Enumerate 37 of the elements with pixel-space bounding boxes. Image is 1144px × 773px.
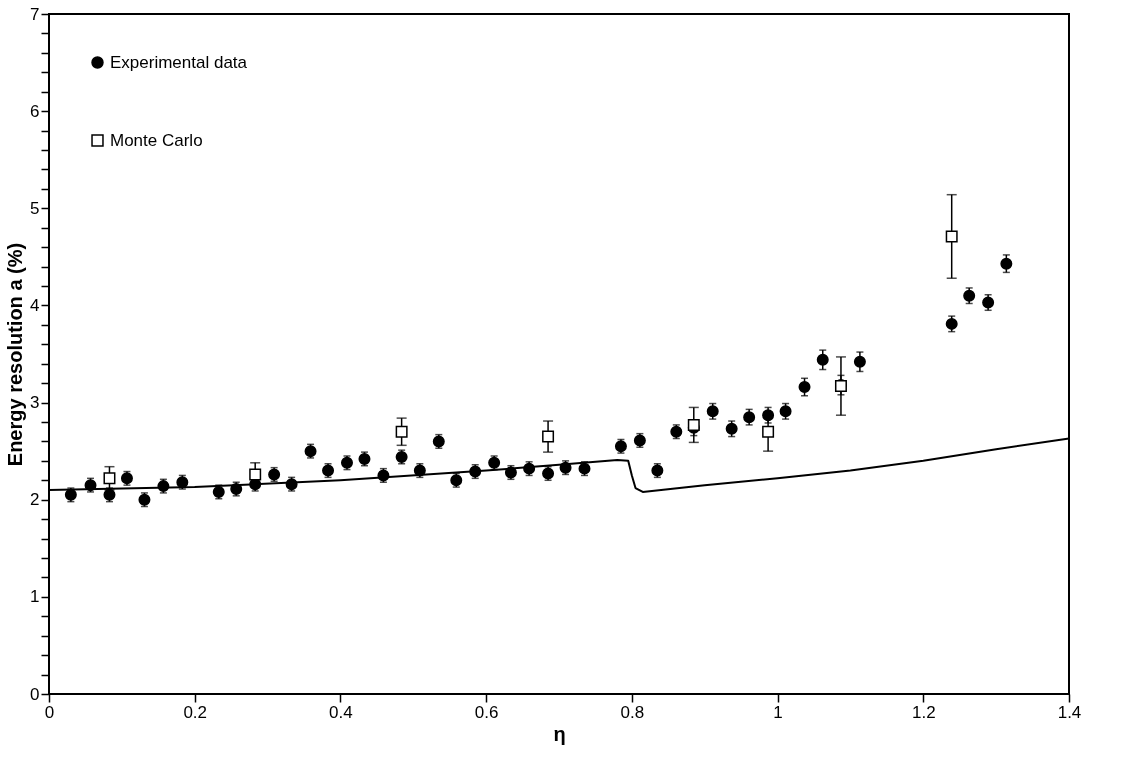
point (103, 472, 116, 485)
point (395, 425, 408, 438)
point (762, 425, 775, 438)
x-axis-title: η (553, 722, 566, 745)
y-tick-label: 2 (30, 490, 40, 510)
x-tick-label: 0.2 (183, 702, 208, 722)
y-tick-label: 0 (30, 684, 40, 704)
x-tick-label: 0.4 (329, 702, 353, 722)
x-tick-label: 0.8 (620, 702, 645, 722)
point (945, 230, 958, 243)
point (725, 422, 738, 435)
point (779, 405, 792, 418)
x-tick-label: 0 (44, 702, 55, 722)
x-tick-label: 1 (773, 702, 783, 722)
point (945, 317, 958, 330)
y-tick-label: 4 (30, 295, 40, 315)
legend-label: Experimental data (110, 52, 248, 72)
y-tick-label: 7 (30, 4, 40, 24)
x-tick-label: 1.2 (911, 702, 936, 722)
point (853, 355, 866, 368)
point (212, 485, 225, 498)
y-tick-label: 3 (30, 393, 40, 413)
point (1000, 257, 1013, 270)
x-tick-label: 0.6 (474, 702, 499, 722)
point (377, 469, 390, 482)
y-axis-title: Energy resolution a (%) (4, 242, 27, 467)
point (249, 468, 262, 481)
point (798, 381, 811, 394)
y-tick-label: 6 (30, 101, 40, 121)
y-tick-label: 5 (30, 198, 40, 218)
point (542, 430, 555, 443)
point (706, 405, 719, 418)
legend-label: Monte Carlo (110, 130, 203, 150)
y-tick-label: 1 (30, 587, 40, 607)
point (816, 353, 829, 366)
point (304, 445, 317, 458)
x-tick-label: 1.4 (1057, 702, 1082, 722)
